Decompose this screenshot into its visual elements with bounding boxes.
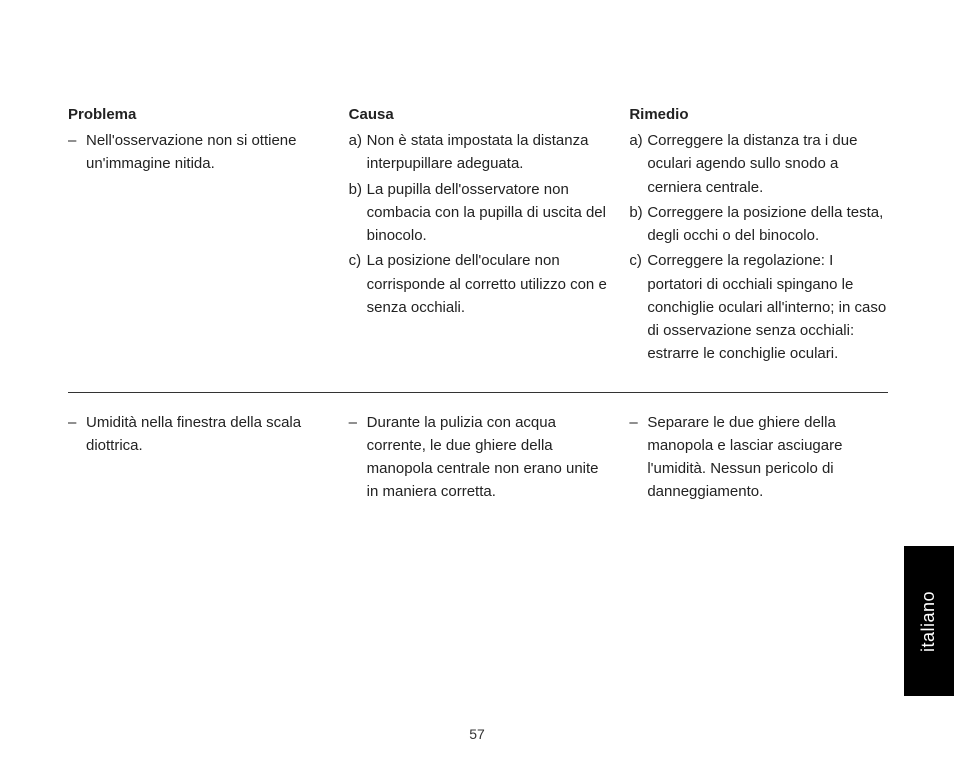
page-number: 57 [0,726,954,742]
language-label: italiano [919,590,940,651]
item-marker: – [68,129,86,176]
list-item: b) La pupilla dell'osservatore non comba… [349,178,608,248]
item-marker: c) [349,249,367,319]
heading-rimedio: Rimedio [629,106,888,123]
item-text: Correggere la posizione della testa, deg… [647,201,888,248]
heading-causa: Causa [349,106,608,123]
col-causa: – Durante la pulizia con acqua corrente,… [349,411,608,506]
list-item: b) Correggere la posizione della testa, … [629,201,888,248]
item-marker: a) [629,129,647,199]
list-item: a) Non è stata impostata la distan­za in… [349,129,608,176]
item-marker: – [349,411,367,504]
col-rimedio: Rimedio a) Correggere la distanza tra i … [629,106,888,368]
item-text: La posizione dell'oculare non corrispond… [367,249,608,319]
section-1: Problema – Nell'osservazione non si otti… [68,106,888,368]
item-marker: – [629,411,647,504]
item-text: Durante la pulizia con acqua corrente, l… [367,411,608,504]
list-item: – Separare le due ghiere della manopola … [629,411,888,504]
section-2: – Umidità nella finestra della scala dio… [68,411,888,506]
list-item: c) Correggere la regolazione: I portator… [629,249,888,365]
col-problema: – Umidità nella finestra della scala dio… [68,411,327,506]
item-text: La pupilla dell'osservatore non combacia… [367,178,608,248]
item-text: Umidità nella finestra della scala diott… [86,411,327,458]
list-item: – Umidità nella finestra della scala dio… [68,411,327,458]
item-text: Separare le due ghiere della manopola e … [647,411,888,504]
item-marker: b) [349,178,367,248]
col-rimedio: – Separare le due ghiere della manopola … [629,411,888,506]
list-item: c) La posizione dell'oculare non corrisp… [349,249,608,319]
heading-problema: Problema [68,106,327,123]
item-text: Correggere la distanza tra i due oculari… [647,129,888,199]
page: Problema – Nell'osservazione non si otti… [0,0,954,774]
item-text: Correggere la regolazione: I portatori d… [647,249,888,365]
language-tab: italiano [904,546,954,696]
item-text: Nell'osservazione non si ottiene un'imma… [86,129,327,176]
col-causa: Causa a) Non è stata impostata la distan… [349,106,608,368]
content-area: Problema – Nell'osservazione non si otti… [68,106,888,506]
list-item: a) Correggere la distanza tra i due ocul… [629,129,888,199]
section-divider [68,392,888,393]
item-marker: – [68,411,86,458]
list-item: – Nell'osservazione non si ottiene un'im… [68,129,327,176]
item-marker: a) [349,129,367,176]
col-problema: Problema – Nell'osservazione non si otti… [68,106,327,368]
item-marker: b) [629,201,647,248]
item-text: Non è stata impostata la distan­za inter… [367,129,608,176]
list-item: – Durante la pulizia con acqua corrente,… [349,411,608,504]
item-marker: c) [629,249,647,365]
